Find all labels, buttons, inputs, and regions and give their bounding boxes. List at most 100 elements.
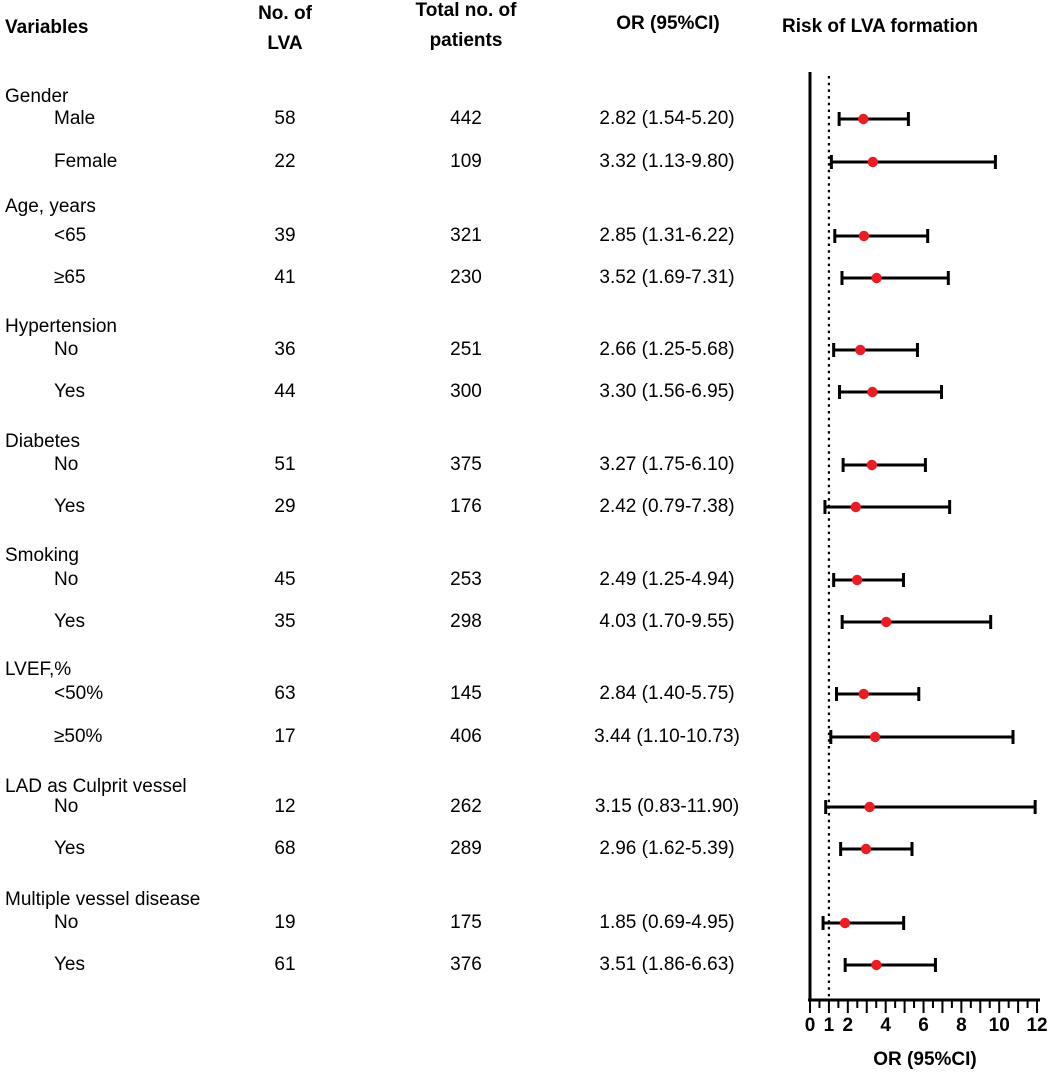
row-total-patients: 298	[450, 611, 482, 632]
x-tick-label: 8	[956, 1015, 967, 1036]
row-lva-count: 36	[274, 339, 296, 360]
row-total-patients: 300	[450, 381, 482, 402]
x-tick-label: 0	[805, 1015, 816, 1036]
row-lva-count: 29	[274, 496, 296, 517]
row-label: Yes	[54, 496, 85, 517]
column-header-or-ci: OR (95%CI)	[616, 13, 720, 34]
row-lva-count: 22	[274, 151, 296, 172]
row-lva-count: 12	[274, 796, 296, 817]
or-point	[867, 386, 878, 398]
or-point	[851, 574, 863, 586]
row-label: No	[54, 569, 79, 590]
row-total-patients: 262	[450, 796, 482, 817]
or-point	[858, 113, 869, 125]
row-label: Yes	[54, 838, 85, 859]
row-lva-count: 19	[274, 912, 296, 933]
row-or-ci: 2.66 (1.25-5.68)	[599, 339, 735, 360]
row-lva-count: 61	[274, 954, 296, 975]
or-point	[867, 156, 879, 168]
x-tick-label: 6	[918, 1015, 929, 1036]
row-lva-count: 44	[274, 381, 296, 402]
row-or-ci: 3.27 (1.75-6.10)	[599, 454, 735, 475]
row-or-ci: 2.82 (1.54-5.20)	[599, 108, 735, 129]
row-lva-count: 41	[274, 267, 296, 288]
variable-group-label: Gender	[5, 86, 69, 107]
row-or-ci: 3.44 (1.10-10.73)	[594, 726, 740, 747]
row-or-ci: 2.49 (1.25-4.94)	[599, 569, 735, 590]
row-label: Male	[54, 108, 96, 129]
row-lva-count: 17	[274, 726, 296, 747]
row-or-ci: 2.42 (0.79-7.38)	[599, 496, 735, 517]
row-lva-count: 35	[274, 611, 296, 632]
row-lva-count: 45	[274, 569, 296, 590]
row-label: Yes	[54, 954, 85, 975]
or-point	[866, 459, 878, 471]
row-label: ≥50%	[54, 726, 103, 747]
or-point	[871, 272, 882, 284]
or-point	[871, 959, 882, 971]
variable-group-label: LAD as Culprit vessel	[5, 776, 187, 797]
row-label: ≥65	[54, 267, 86, 288]
row-or-ci: 3.15 (0.83-11.90)	[594, 796, 740, 817]
or-point	[864, 801, 875, 813]
row-label: <65	[54, 225, 87, 246]
row-label: Female	[54, 151, 118, 172]
column-header-no-of-lva-line2: LVA	[267, 33, 303, 54]
row-label: No	[54, 339, 79, 360]
variable-group-label: Age, years	[5, 196, 96, 217]
row-total-patients: 321	[450, 225, 482, 246]
row-lva-count: 39	[274, 225, 296, 246]
row-label: Yes	[54, 611, 85, 632]
plot-title: Risk of LVA formation	[782, 16, 978, 37]
row-or-ci: 3.51 (1.86-6.63)	[599, 954, 735, 975]
row-total-patients: 375	[450, 454, 482, 475]
x-tick-label: 4	[880, 1015, 891, 1036]
row-total-patients: 175	[450, 912, 482, 933]
or-point	[839, 917, 851, 929]
row-total-patients: 109	[450, 151, 482, 172]
row-label: No	[54, 796, 79, 817]
row-total-patients: 145	[450, 683, 482, 704]
row-or-ci: 2.84 (1.40-5.75)	[599, 683, 735, 704]
row-total-patients: 230	[450, 267, 482, 288]
row-label: No	[54, 454, 79, 475]
x-axis-label: OR (95%CI)	[873, 1049, 977, 1070]
row-label: <50%	[54, 683, 104, 704]
column-header-total-patients-line2: patients	[429, 30, 503, 51]
row-label: No	[54, 912, 79, 933]
variable-group-label: LVEF,%	[5, 659, 72, 680]
column-header-no-of-lva-line1: No. of	[258, 3, 312, 24]
row-or-ci: 2.85 (1.31-6.22)	[599, 225, 735, 246]
row-total-patients: 176	[450, 496, 482, 517]
or-point	[860, 843, 872, 855]
row-total-patients: 253	[450, 569, 482, 590]
row-or-ci: 4.03 (1.70-9.55)	[599, 611, 735, 632]
or-point	[858, 688, 869, 700]
or-point	[881, 616, 892, 628]
row-or-ci: 3.52 (1.69-7.31)	[599, 267, 735, 288]
row-lva-count: 68	[274, 838, 296, 859]
row-or-ci: 2.96 (1.62-5.39)	[599, 838, 735, 859]
variable-group-label: Hypertension	[5, 316, 117, 337]
row-lva-count: 51	[274, 454, 296, 475]
x-tick-label: 2	[843, 1015, 854, 1036]
x-tick-label: 1	[824, 1015, 835, 1036]
column-header-variables: Variables	[5, 17, 89, 38]
x-tick-label: 10	[989, 1015, 1010, 1036]
x-tick-label: 12	[1026, 1015, 1047, 1036]
or-point	[858, 230, 870, 242]
row-total-patients: 289	[450, 838, 482, 859]
row-total-patients: 442	[450, 108, 482, 129]
row-total-patients: 406	[450, 726, 482, 747]
column-header-total-patients-line1: Total no. of	[415, 0, 517, 21]
row-or-ci: 3.30 (1.56-6.95)	[599, 381, 735, 402]
or-point	[869, 731, 881, 743]
row-label: Yes	[54, 381, 85, 402]
row-lva-count: 63	[274, 683, 296, 704]
or-point	[850, 501, 861, 513]
variable-group-label: Multiple vessel disease	[5, 889, 201, 910]
row-or-ci: 3.32 (1.13-9.80)	[599, 151, 735, 172]
row-or-ci: 1.85 (0.69-4.95)	[599, 912, 735, 933]
row-total-patients: 251	[450, 339, 482, 360]
